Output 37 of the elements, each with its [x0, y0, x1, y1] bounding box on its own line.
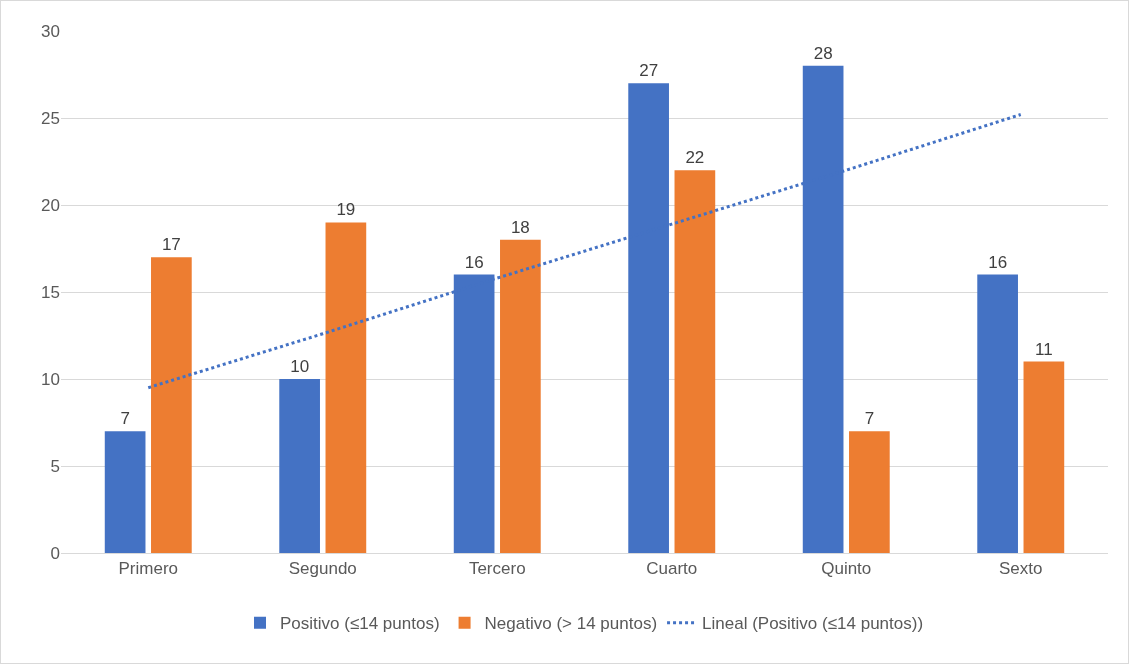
bar [104, 431, 146, 553]
data-label: 22 [685, 148, 705, 168]
data-label: 27 [639, 61, 659, 81]
bar [500, 239, 541, 553]
y-tick-label: 25 [41, 108, 60, 128]
data-label: 11 [1035, 339, 1053, 359]
data-label: 7 [120, 409, 130, 429]
bar [279, 379, 320, 553]
y-tick-label: 30 [41, 21, 60, 41]
data-label: 19 [336, 200, 356, 220]
data-label: 10 [290, 357, 310, 376]
legend-label: Negativo (> 14 puntos) [484, 614, 658, 634]
x-tick-label: Cuarto [646, 559, 698, 579]
data-label: 16 [988, 252, 1008, 272]
legend-label: Positivo (≤14 puntos) [280, 614, 440, 634]
data-label: 17 [161, 235, 181, 255]
x-tick-label: Quinto [821, 559, 872, 579]
bar [1023, 361, 1065, 553]
data-label: 7 [864, 409, 875, 429]
x-tick-label: Sexto [999, 559, 1043, 579]
legend-label: Lineal (Positivo (≤14 puntos)) [702, 614, 924, 634]
y-tick-label: 0 [50, 543, 60, 563]
bar [674, 170, 716, 553]
data-label: 16 [464, 252, 484, 272]
y-tick-label: 20 [41, 195, 60, 215]
data-label: 18 [510, 217, 530, 237]
x-tick-label: Tercero [468, 559, 526, 579]
bar [849, 431, 890, 553]
bar [325, 222, 367, 553]
bar [151, 257, 192, 553]
y-tick-label: 5 [50, 456, 60, 476]
bar [977, 274, 1018, 553]
y-tick-label: 15 [41, 282, 60, 302]
x-tick-label: Primero [118, 559, 179, 579]
x-tick-label: Segundo [288, 559, 357, 579]
data-label: 28 [813, 43, 833, 63]
y-tick-label: 10 [41, 369, 60, 389]
